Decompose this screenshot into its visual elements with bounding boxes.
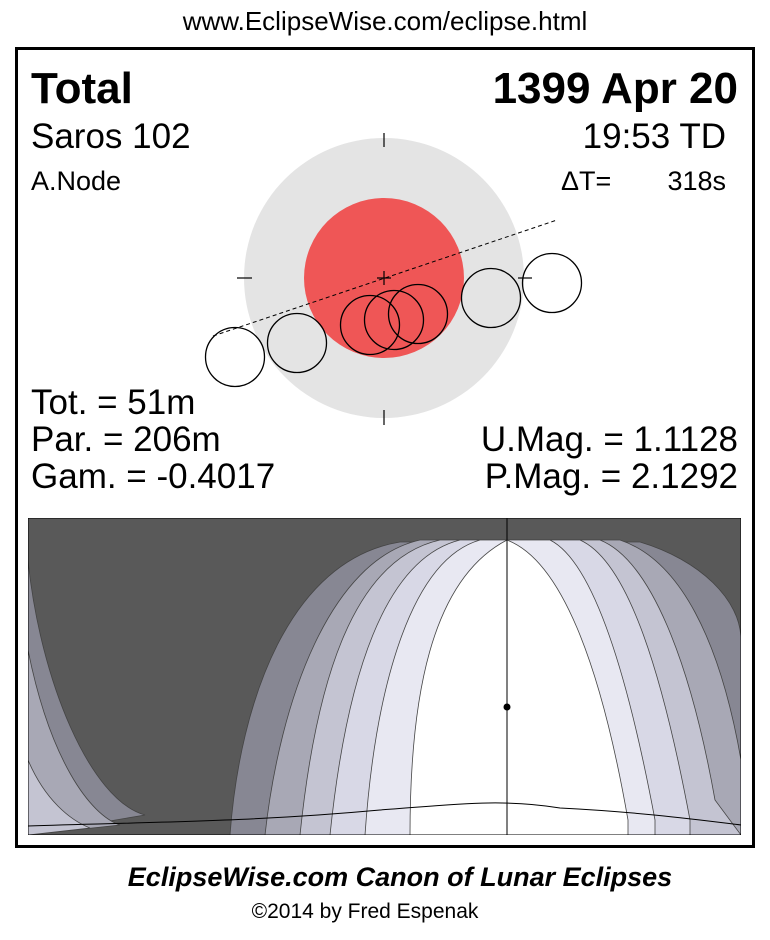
stat-gam: Gam. = -0.4017 bbox=[31, 457, 276, 496]
eclipse-type: Total bbox=[31, 64, 133, 113]
antarctica-coast bbox=[28, 802, 741, 827]
moon-p1 bbox=[204, 326, 266, 388]
node: A.Node bbox=[31, 166, 122, 196]
footer-copyright: ©2014 by Fred Espenak bbox=[251, 900, 479, 923]
moon-u4 bbox=[460, 267, 522, 329]
delta-t-label: ΔT= bbox=[561, 166, 612, 196]
saros: Saros 102 bbox=[31, 117, 191, 156]
eclipse-date: 1399 Apr 20 bbox=[492, 64, 738, 113]
axis-ticks bbox=[237, 133, 532, 425]
stat-umag: U.Mag. = 1.1128 bbox=[480, 420, 738, 459]
url-header: www.EclipseWise.com/eclipse.html bbox=[182, 6, 588, 36]
moon-u3 bbox=[387, 283, 449, 345]
moon-path-line bbox=[212, 219, 558, 337]
delta-t-value: 318s bbox=[667, 166, 726, 196]
eclipse-time: 19:53 TD bbox=[582, 117, 726, 156]
moon-p4 bbox=[521, 252, 583, 314]
moon-max bbox=[363, 289, 425, 351]
moon-positions bbox=[204, 252, 583, 388]
moon-u2 bbox=[339, 294, 401, 356]
stat-par: Par. = 206m bbox=[31, 420, 221, 459]
stat-pmag: P.Mag. = 2.1292 bbox=[484, 457, 738, 496]
frame bbox=[15, 47, 755, 848]
eclipse-geometry-diagram bbox=[204, 133, 583, 425]
visibility-map bbox=[28, 518, 741, 835]
stat-tot: Tot. = 51m bbox=[31, 383, 196, 422]
moon-u1 bbox=[266, 312, 328, 374]
footer-title: EclipseWise.com Canon of Lunar Eclipses bbox=[127, 862, 673, 892]
greatest-eclipse-point bbox=[503, 703, 511, 711]
